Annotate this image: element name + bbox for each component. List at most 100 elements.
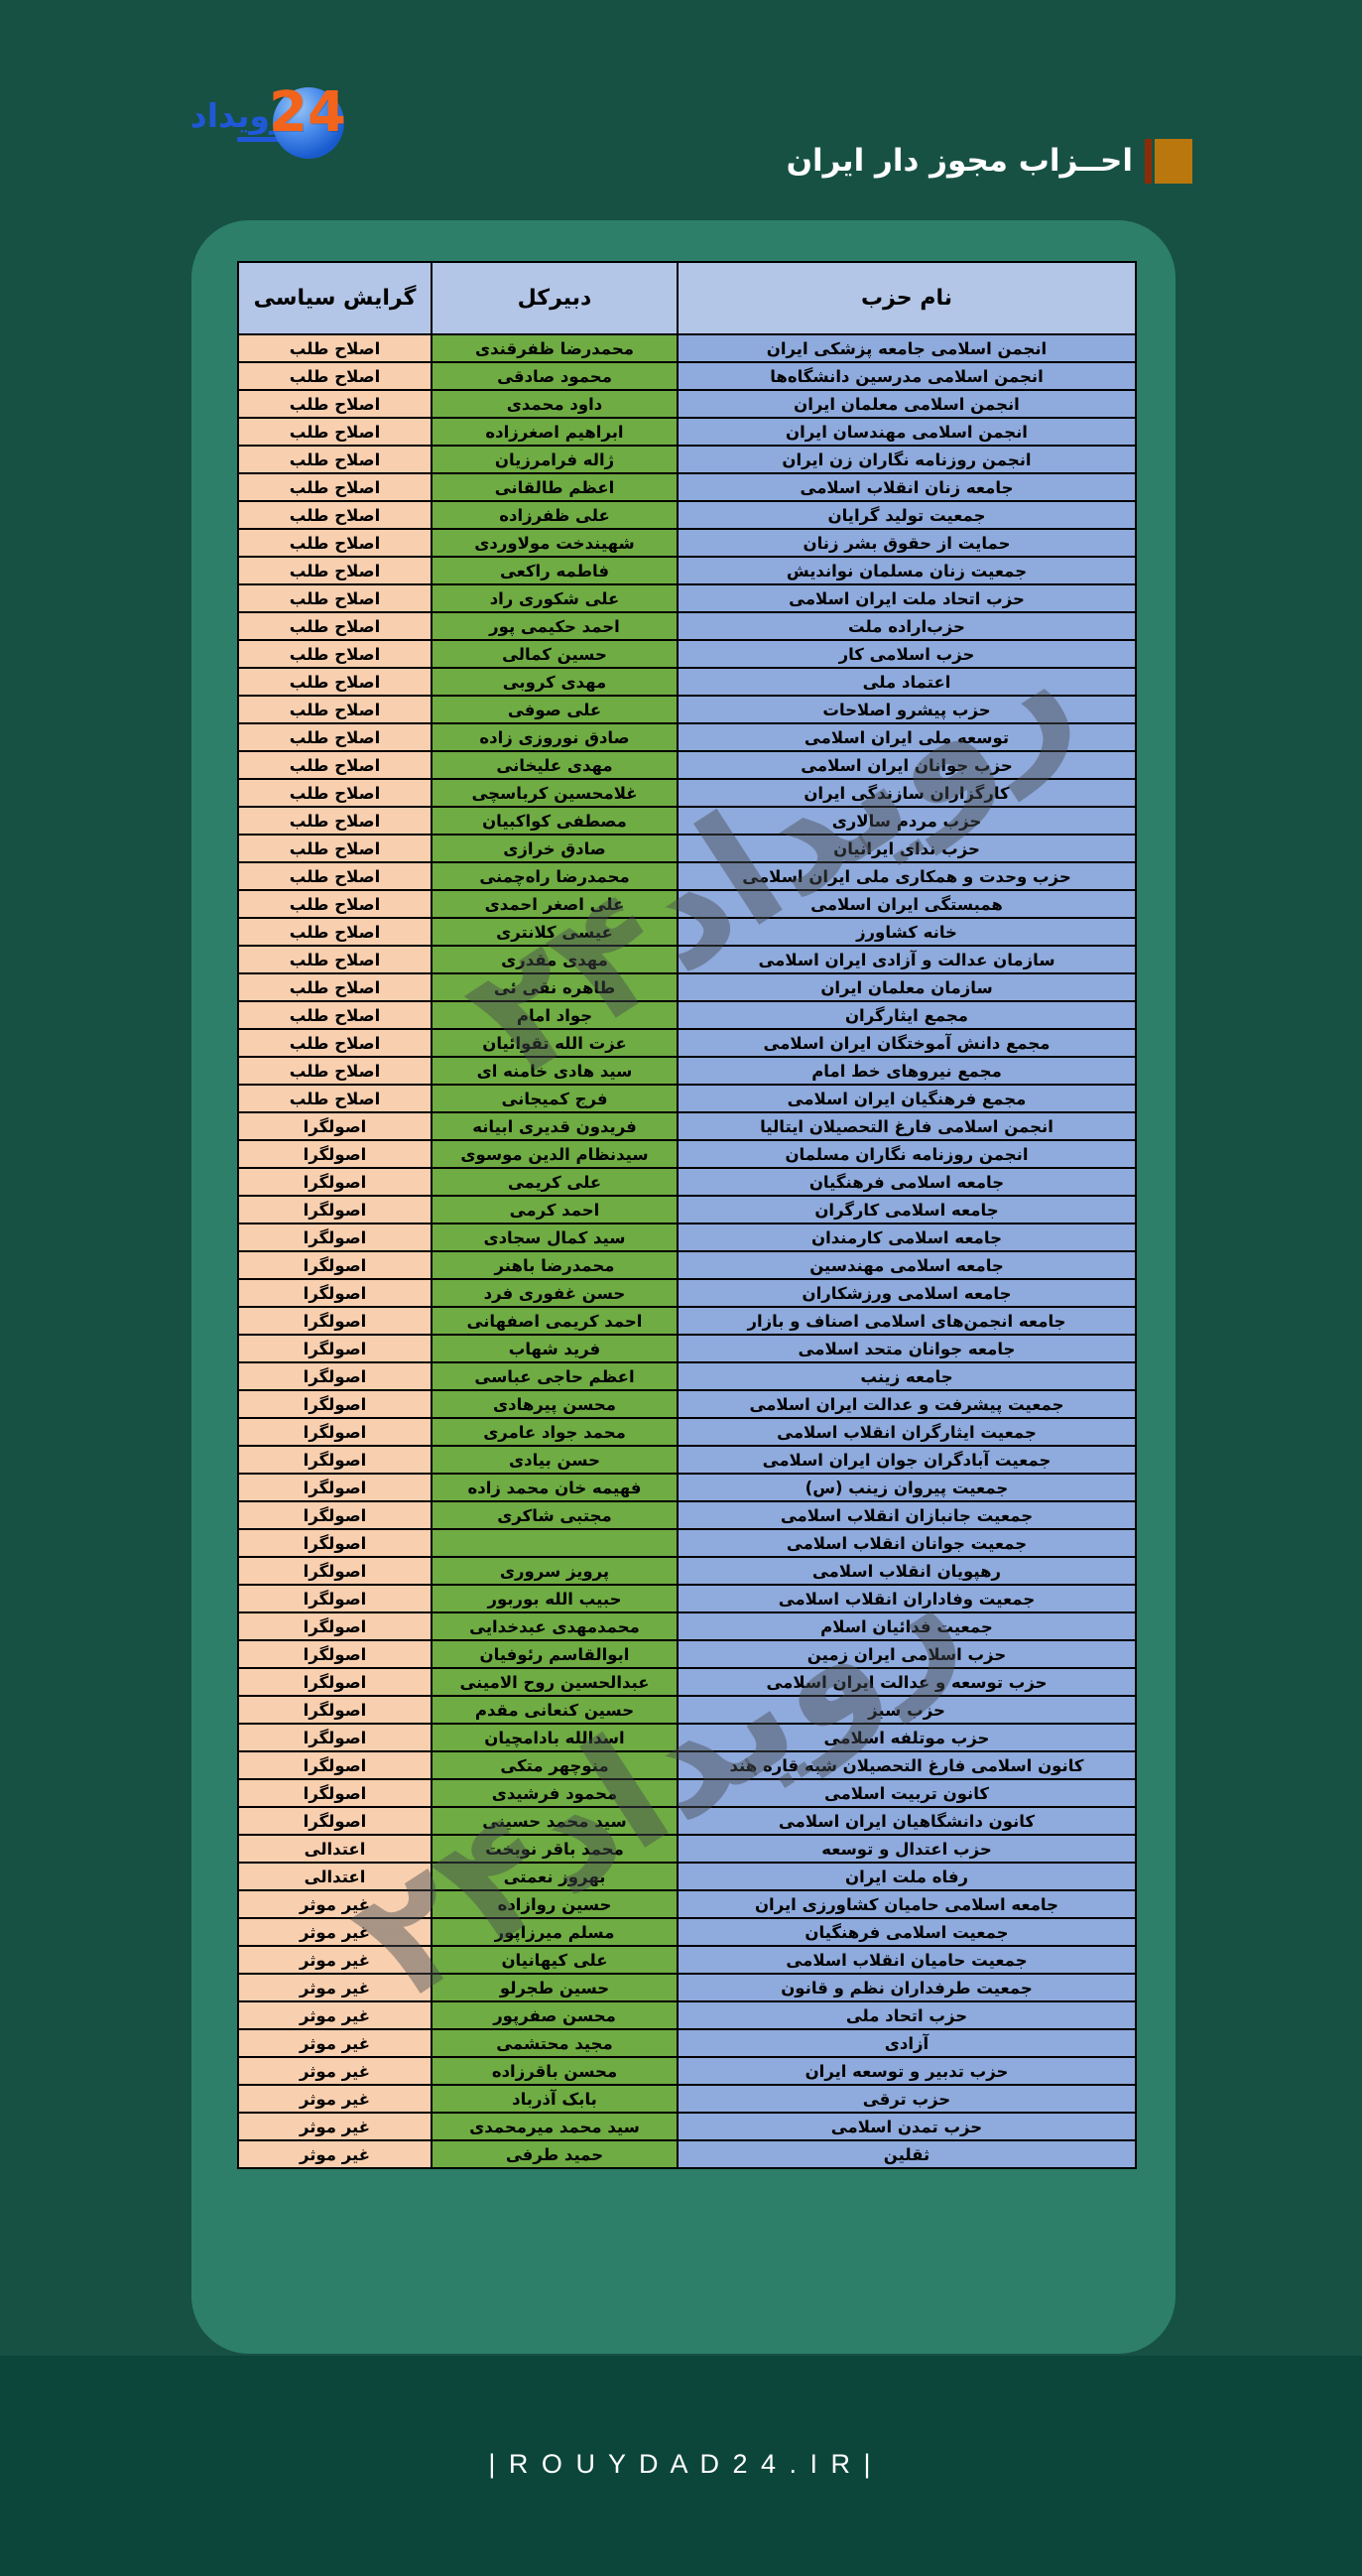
party-row: حزب توسعه و عدالت ایران اسلامی عبدالحسین … xyxy=(237,1667,1137,1697)
party-row: حزب ترقی بابک آذرباد غیر موثر xyxy=(237,2084,1137,2114)
logo-wordmark-fa: رویداد xyxy=(189,96,289,135)
secretary-cell: حسن غفوری فرد xyxy=(431,1278,679,1308)
orientation-cell: اصلاح طلب xyxy=(237,611,433,641)
orientation-cell: اصلاح طلب xyxy=(237,639,433,669)
party-name-cell: کانون دانشگاهیان ایران اسلامی xyxy=(677,1806,1137,1836)
party-row: جمعیت تولید گرایان علی ظفرزاده اصلاح طلب xyxy=(237,500,1137,530)
secretary-cell: فریدون قدیری ابیانه xyxy=(431,1111,679,1141)
secretary-cell: حبیب الله بوربور xyxy=(431,1584,679,1613)
party-row: توسعه ملی ایران اسلامی صادق نوروزی زاده اص… xyxy=(237,722,1137,752)
party-name-cell: حزب جوانان ایران اسلامی xyxy=(677,750,1137,780)
orientation-cell: اصلاح طلب xyxy=(237,528,433,558)
party-row: جمعیت جوانان انقلاب اسلامی اصولگرا xyxy=(237,1528,1137,1558)
party-row: حزب تمدن اسلامی سید محمد میرمحمدی غیر موثر xyxy=(237,2112,1137,2141)
secretary-cell: محمود صادقی xyxy=(431,361,679,391)
party-name-cell: جمعیت پیشرفت و عدالت ایران اسلامی xyxy=(677,1389,1137,1419)
orientation-cell: اصلاح طلب xyxy=(237,972,433,1002)
secretary-cell: پرویز سروری xyxy=(431,1556,679,1586)
party-row: حزب اسلامی ایران زمین ابوالقاسم رئوفیان اص… xyxy=(237,1639,1137,1669)
party-row: جمعیت حامیان انقلاب اسلامی علی کیهانیان غی… xyxy=(237,1945,1137,1975)
party-row: جامعه زینب اعظم حاجی عباسی اصولگرا xyxy=(237,1361,1137,1391)
secretary-cell: سید هادی خامنه ای xyxy=(431,1056,679,1086)
party-row: خانه کشاورز عیسی کلانتری اصلاح طلب xyxy=(237,917,1137,947)
orientation-cell: اصولگرا xyxy=(237,1139,433,1169)
party-name-cell: مجمع ایثارگران xyxy=(677,1000,1137,1030)
orientation-cell: اصولگرا xyxy=(237,1445,433,1475)
secretary-cell: طاهره نقی ئی xyxy=(431,972,679,1002)
party-row: انجمن اسلامی معلمان ایران داود محمدی اصلاح… xyxy=(237,389,1137,419)
secretary-cell: جواد امام xyxy=(431,1000,679,1030)
secretary-cell: احمد حکیمی پور xyxy=(431,611,679,641)
party-row: رفاه ملت ایران بهروز نعمتی اعتدالی xyxy=(237,1862,1137,1891)
orientation-cell: غیر موثر xyxy=(237,2000,433,2030)
orientation-cell: اصولگرا xyxy=(237,1306,433,1336)
secretary-cell: احمد کریمی اصفهانی xyxy=(431,1306,679,1336)
party-row: انجمن اسلامی جامعه پزشکی ایران محمدرضا ظف… xyxy=(237,333,1137,363)
party-name-cell: جمعیت جوانان انقلاب اسلامی xyxy=(677,1528,1137,1558)
party-name-cell: جامعه اسلامی کارمندان xyxy=(677,1223,1137,1252)
party-name-cell: همبستگی ایران اسلامی xyxy=(677,889,1137,919)
party-row: حزب اعتدال و توسعه محمد باقر نوبخت اعتدالی xyxy=(237,1834,1137,1864)
orientation-cell: اصولگرا xyxy=(237,1556,433,1586)
party-name-cell: جامعه انجمن‌های اسلامی اصناف و بازار xyxy=(677,1306,1137,1336)
party-row: حزب مردم سالاری مصطفی کواکبیان اصلاح طلب xyxy=(237,806,1137,836)
party-row: حزب اتحاد ملت ایران اسلامی علی شکوری راد ا… xyxy=(237,583,1137,613)
orientation-cell: غیر موثر xyxy=(237,2056,433,2086)
orientation-cell: اصلاح طلب xyxy=(237,945,433,974)
party-row: سازمان عدالت و آزادی ایران اسلامی مهدی مق… xyxy=(237,945,1137,974)
secretary-cell: علی ظفرزاده xyxy=(431,500,679,530)
party-name-cell: حزب ندای ایرانیان xyxy=(677,834,1137,863)
party-name-cell: حزب اسلامی کار xyxy=(677,639,1137,669)
orientation-cell: غیر موثر xyxy=(237,2139,433,2169)
rouydad24-logo: رویداد 24 xyxy=(189,77,362,172)
secretary-cell: حسن بیادی xyxy=(431,1445,679,1475)
secretary-cell: سید کمال سجادی xyxy=(431,1223,679,1252)
party-name-cell: خانه کشاورز xyxy=(677,917,1137,947)
orientation-cell: اصولگرا xyxy=(237,1473,433,1502)
secretary-cell: ژاله فرامرزیان xyxy=(431,445,679,474)
party-name-cell: حزب اتحاد ملی xyxy=(677,2000,1137,2030)
party-row: جمعیت فدائیان اسلام محمدمهدی عبدخدایی اصول… xyxy=(237,1611,1137,1641)
party-row: ثقلین حمید طرفی غیر موثر xyxy=(237,2139,1137,2169)
party-name-cell: انجمن اسلامی فارغ التحصیلان ایتالیا xyxy=(677,1111,1137,1141)
secretary-cell: مسلم میرزاپور xyxy=(431,1917,679,1947)
header-party-name: نام حزب xyxy=(677,261,1137,335)
secretary-cell: محمود فرشیدی xyxy=(431,1778,679,1808)
party-row: جامعه اسلامی مهندسین محمدرضا باهنر اصولگرا xyxy=(237,1250,1137,1280)
secretary-cell: اسدالله بادامچیان xyxy=(431,1723,679,1752)
secretary-cell: احمد کرمی xyxy=(431,1195,679,1224)
header-secretary: دبیرکل xyxy=(431,261,679,335)
orientation-cell: اصولگرا xyxy=(237,1611,433,1641)
orientation-cell: اصلاح طلب xyxy=(237,722,433,752)
party-name-cell: حزب پیشرو اصلاحات xyxy=(677,695,1137,724)
secretary-cell: فاطمه راکعی xyxy=(431,556,679,585)
party-name-cell: مجمع فرهنگیان ایران اسلامی xyxy=(677,1084,1137,1113)
secretary-cell: حسین کنعانی مقدم xyxy=(431,1695,679,1725)
party-name-cell: حزب تدبیر و توسعه ایران xyxy=(677,2056,1137,2086)
party-name-cell: حزب توسعه و عدالت ایران اسلامی xyxy=(677,1667,1137,1697)
logo-number: 24 xyxy=(269,80,346,145)
party-name-cell: جامعه اسلامی ورزشکاران xyxy=(677,1278,1137,1308)
party-name-cell: مجمع نیروهای خط امام xyxy=(677,1056,1137,1086)
party-row: حزب پیشرو اصلاحات علی صوفی اصلاح طلب xyxy=(237,695,1137,724)
party-row: انجمن روزنامه نگاران مسلمان سیدنظام الدین… xyxy=(237,1139,1137,1169)
secretary-cell: علی اصغر احمدی xyxy=(431,889,679,919)
orientation-cell: اصلاح طلب xyxy=(237,361,433,391)
secretary-cell: فرج کمیجانی xyxy=(431,1084,679,1113)
orientation-cell: اصولگرا xyxy=(237,1111,433,1141)
secretary-cell: فرید شهاب xyxy=(431,1334,679,1363)
header-orientation: گرایش سیاسی xyxy=(237,261,433,335)
secretary-cell: سیدنظام الدین موسوی xyxy=(431,1139,679,1169)
party-row: کانون اسلامی فارغ التحصیلان شبه قاره هند… xyxy=(237,1750,1137,1780)
party-row: جامعه اسلامی کارگران احمد کرمی اصولگرا xyxy=(237,1195,1137,1224)
party-name-cell: جمعیت اسلامی فرهنگیان xyxy=(677,1917,1137,1947)
orientation-cell: اصلاح طلب xyxy=(237,333,433,363)
secretary-cell: علی شکوری راد xyxy=(431,583,679,613)
orientation-cell: اصولگرا xyxy=(237,1195,433,1224)
party-name-cell: اعتماد ملی xyxy=(677,667,1137,697)
party-row: حزب تدبیر و توسعه ایران محسن باقرزاده غیر … xyxy=(237,2056,1137,2086)
secretary-cell: محمد جواد عامری xyxy=(431,1417,679,1447)
party-row: حزب جوانان ایران اسلامی مهدی علیخانی اصلاح… xyxy=(237,750,1137,780)
orientation-cell: اصلاح طلب xyxy=(237,667,433,697)
party-row: حزب اتحاد ملی محسن صفرپور غیر موثر xyxy=(237,2000,1137,2030)
